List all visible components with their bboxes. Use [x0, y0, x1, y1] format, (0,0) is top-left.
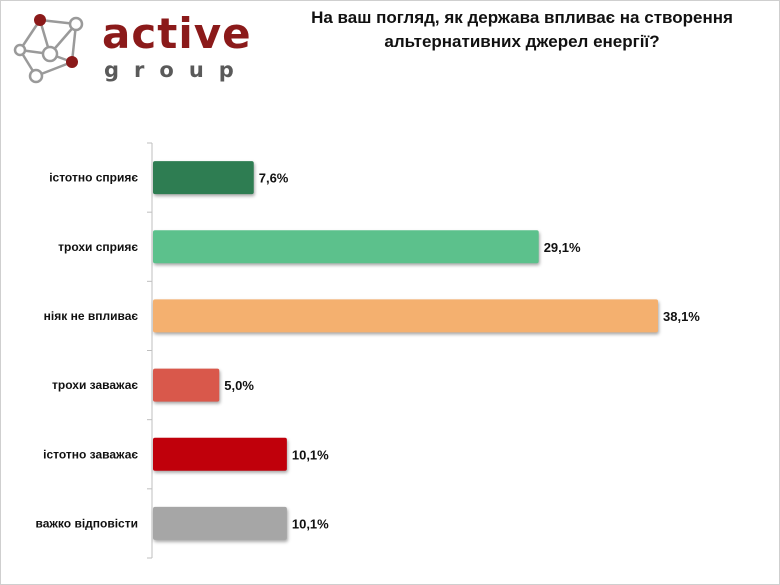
category-label: ніяк не впливає: [44, 309, 139, 323]
category-label: істотно сприяє: [49, 171, 138, 185]
bar: [153, 230, 539, 264]
logo-subtitle: group: [104, 58, 249, 82]
logo-node: [68, 16, 84, 32]
chart-title: На ваш погляд, як держава впливає на ств…: [311, 8, 733, 51]
network-logo-icon: [13, 14, 84, 84]
bar: [153, 437, 287, 471]
category-label: істотно заважає: [43, 447, 138, 461]
category-label: важко відповісти: [36, 516, 138, 530]
logo-node: [28, 68, 44, 84]
data-label: 10,1%: [292, 516, 329, 531]
category-label: трохи заважає: [52, 378, 138, 392]
data-label: 7,6%: [259, 171, 289, 186]
logo-node: [34, 14, 46, 26]
logo-wordmark: active: [102, 9, 252, 58]
data-label: 38,1%: [663, 309, 700, 324]
data-label: 10,1%: [292, 447, 329, 462]
logo-node: [13, 43, 27, 57]
data-label: 29,1%: [544, 240, 581, 255]
logo-node: [66, 56, 78, 68]
bar: [153, 506, 287, 540]
bar: [153, 368, 220, 402]
data-label: 5,0%: [224, 378, 254, 393]
bar: [153, 299, 658, 333]
bar: [153, 161, 254, 195]
logo-node: [41, 45, 59, 63]
brand-logo: active group: [6, 8, 251, 88]
category-label: трохи сприяє: [58, 240, 138, 254]
